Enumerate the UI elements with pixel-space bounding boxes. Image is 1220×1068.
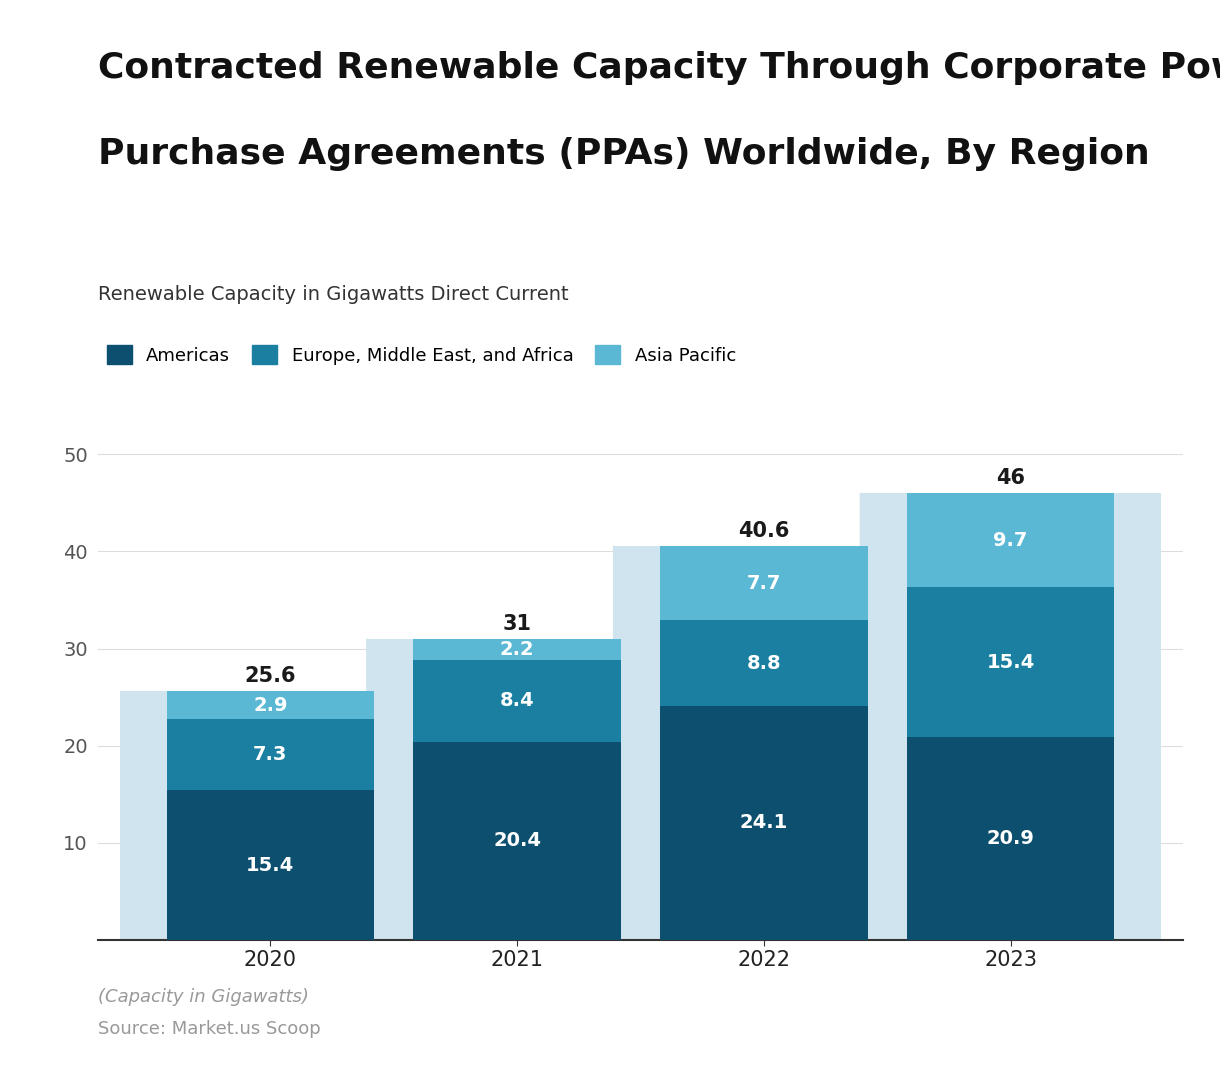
Text: 40.6: 40.6 — [738, 521, 789, 540]
Text: 15.4: 15.4 — [246, 855, 294, 875]
Bar — [660, 546, 867, 621]
Text: 7.3: 7.3 — [254, 745, 288, 765]
Text: 2.9: 2.9 — [253, 696, 288, 714]
Text: 8.4: 8.4 — [500, 691, 534, 710]
Text: Purchase Agreements (PPAs) Worldwide, By Region: Purchase Agreements (PPAs) Worldwide, By… — [98, 137, 1149, 171]
Bar — [167, 691, 375, 720]
Text: 2.2: 2.2 — [500, 640, 534, 659]
Bar — [614, 546, 914, 940]
Text: 24.1: 24.1 — [739, 814, 788, 832]
Legend: Americas, Europe, Middle East, and Africa, Asia Pacific: Americas, Europe, Middle East, and Afric… — [106, 345, 736, 365]
Bar — [906, 737, 1114, 940]
Bar — [906, 493, 1114, 587]
Text: 8.8: 8.8 — [747, 654, 781, 673]
Text: 20.9: 20.9 — [987, 829, 1035, 848]
Text: Renewable Capacity in Gigawatts Direct Current: Renewable Capacity in Gigawatts Direct C… — [98, 285, 569, 304]
Text: Source: Market.us Scoop: Source: Market.us Scoop — [98, 1020, 321, 1038]
Bar — [860, 493, 1161, 940]
Bar — [167, 720, 375, 790]
Text: 31: 31 — [503, 614, 532, 634]
Bar — [367, 639, 667, 940]
Text: 20.4: 20.4 — [493, 831, 542, 850]
Bar — [660, 621, 867, 706]
Text: Contracted Renewable Capacity Through Corporate Power: Contracted Renewable Capacity Through Co… — [98, 51, 1220, 85]
Bar — [414, 660, 621, 742]
Text: (Capacity in Gigawatts): (Capacity in Gigawatts) — [98, 988, 309, 1006]
Text: 7.7: 7.7 — [747, 574, 781, 593]
Bar — [414, 639, 621, 660]
Polygon shape — [860, 493, 914, 940]
Bar — [660, 706, 867, 940]
Polygon shape — [367, 639, 421, 940]
Bar — [906, 587, 1114, 737]
Text: 46: 46 — [997, 469, 1025, 488]
Bar — [167, 790, 375, 940]
Polygon shape — [614, 546, 667, 940]
Bar — [414, 742, 621, 940]
Text: 15.4: 15.4 — [987, 653, 1035, 672]
Text: 25.6: 25.6 — [244, 666, 296, 687]
Text: 9.7: 9.7 — [993, 531, 1027, 550]
Bar — [120, 691, 421, 940]
